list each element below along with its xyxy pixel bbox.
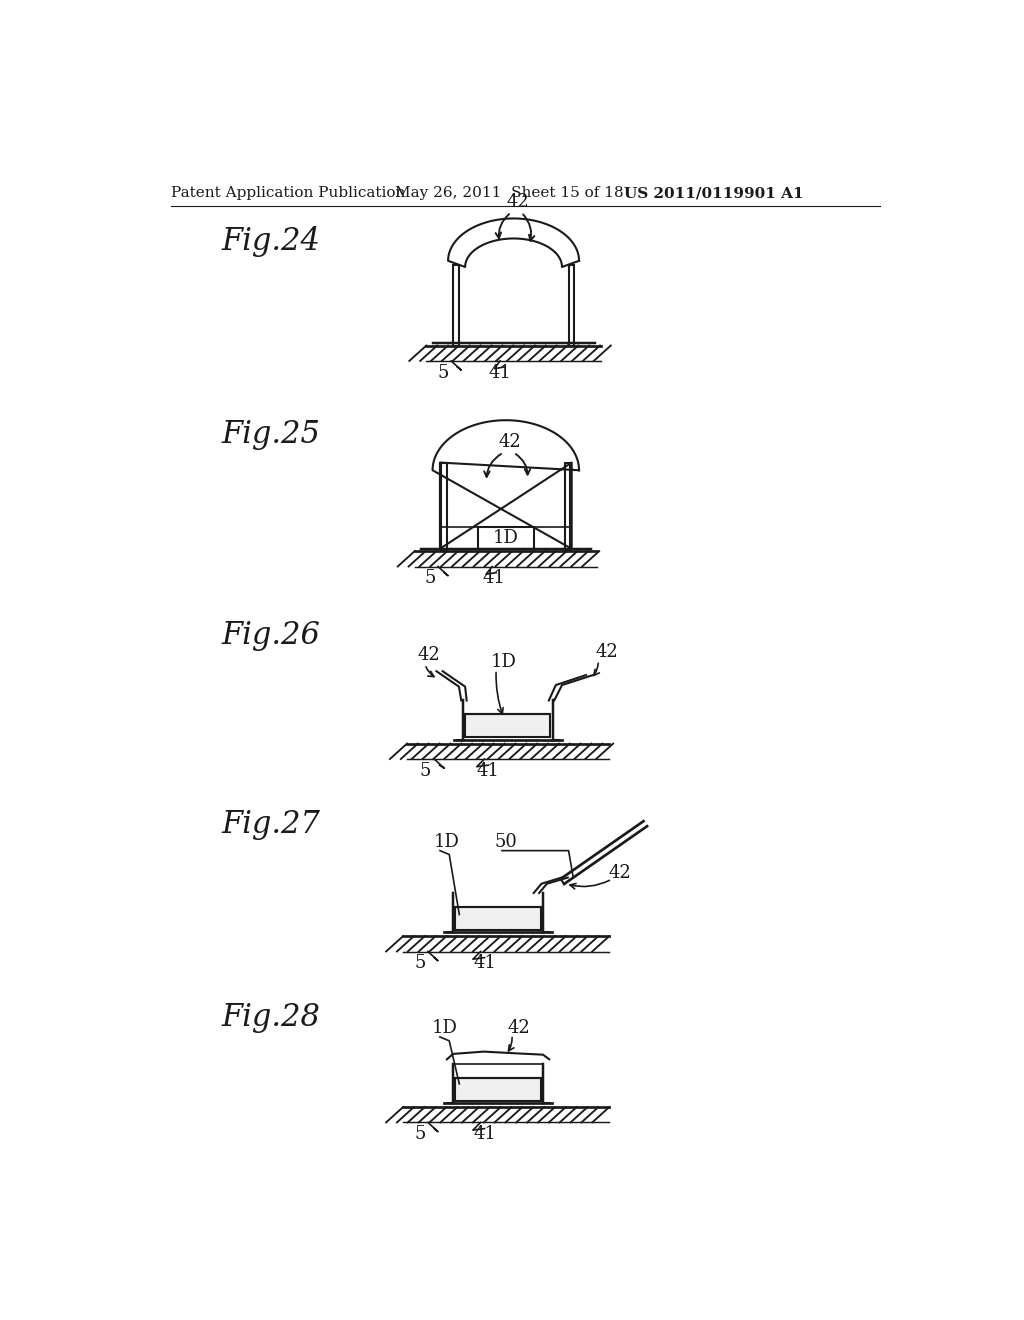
Text: US 2011/0119901 A1: US 2011/0119901 A1 [624,186,804,201]
Text: Fig.27: Fig.27 [221,809,319,840]
Text: Fig.28: Fig.28 [221,1002,319,1032]
Text: 1D: 1D [434,833,460,851]
Bar [456,907,541,929]
Text: 41: 41 [488,364,511,381]
Bar [465,714,550,738]
Text: 5: 5 [415,954,426,973]
Bar [456,1077,541,1101]
Text: 1D: 1D [490,652,516,671]
Text: 42: 42 [507,1019,530,1038]
Bar [564,462,570,552]
Bar [441,462,446,552]
Bar [478,527,534,549]
Text: Fig.24: Fig.24 [221,226,319,257]
Text: 41: 41 [482,569,505,587]
Text: 41: 41 [473,1126,496,1143]
Text: 5: 5 [437,364,450,381]
Text: 1D: 1D [493,529,519,546]
Text: 41: 41 [473,954,496,973]
Text: 41: 41 [477,762,500,780]
Text: Fig.26: Fig.26 [221,620,319,651]
Text: 42: 42 [506,193,528,211]
Text: Fig.25: Fig.25 [221,418,319,450]
Text: 42: 42 [595,643,618,660]
Text: 5: 5 [425,569,436,587]
Text: 42: 42 [499,433,521,451]
Text: 5: 5 [415,1126,426,1143]
Text: 42: 42 [417,647,440,664]
Text: May 26, 2011  Sheet 15 of 18: May 26, 2011 Sheet 15 of 18 [395,186,624,201]
Text: 50: 50 [495,833,517,851]
Text: 1D: 1D [432,1019,458,1038]
Bar [568,264,574,346]
Text: Patent Application Publication: Patent Application Publication [171,186,406,201]
Bar [453,264,459,346]
Text: 5: 5 [420,762,431,780]
Text: 42: 42 [609,863,632,882]
